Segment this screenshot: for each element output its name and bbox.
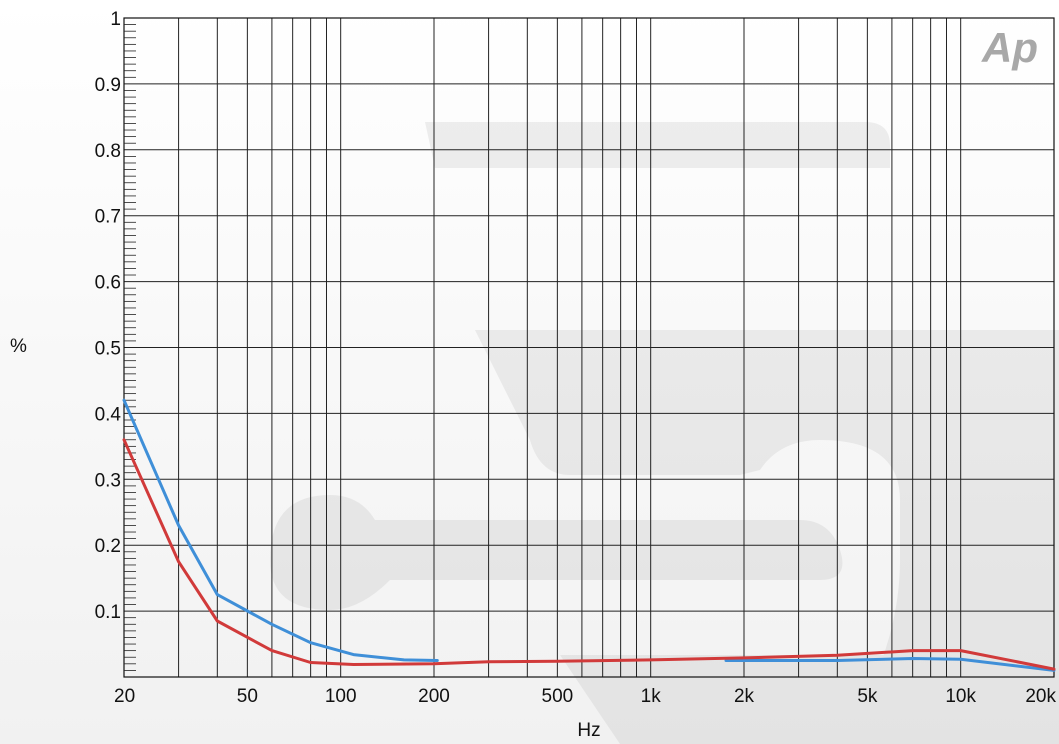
y-minor-ticks	[124, 24, 136, 671]
x-tick-label: 20	[114, 686, 135, 707]
y-tick-label: 0.1	[95, 602, 121, 623]
y-tick-label: 0.9	[95, 75, 121, 96]
series-line-2	[122, 438, 1056, 671]
y-tick-label: 1	[110, 9, 121, 30]
y-tick-label: 0.2	[95, 536, 121, 557]
x-tick-label: 5k	[857, 686, 878, 707]
series-line-1	[724, 657, 1056, 672]
x-tick-label: 10k	[945, 686, 976, 707]
x-axis-label: Hz	[577, 720, 600, 741]
x-tick-labels: 20 50 100 200 500 1k 2k 5k 10k 20k	[114, 686, 1056, 707]
x-tick-label: 100	[325, 686, 357, 707]
y-tick-label: 0.7	[95, 207, 121, 228]
x-tick-label: 1k	[641, 686, 662, 707]
plot-frame	[123, 17, 1055, 678]
y-axis-label: %	[10, 336, 27, 357]
y-tick-label: 0.6	[95, 273, 121, 294]
y-tick-label: 0.8	[95, 141, 121, 162]
x-tick-label: 2k	[734, 686, 755, 707]
y-tick-label: 0.4	[95, 404, 122, 425]
series-lines	[122, 398, 1056, 672]
x-tick-label: 500	[542, 686, 574, 707]
y-tick-label: 0.3	[95, 470, 121, 491]
x-tick-label: 50	[237, 686, 258, 707]
y-tick-label: 0.5	[95, 339, 121, 360]
grid-lines	[123, 17, 1055, 678]
y-tick-labels: 0.1 0.2 0.3 0.4 0.5 0.6 0.7 0.8 0.9 1	[95, 9, 122, 623]
ap-logo: Ap	[981, 24, 1038, 71]
x-tick-label: 200	[418, 686, 450, 707]
x-tick-label: 20k	[1025, 686, 1056, 707]
series-line-1	[122, 398, 439, 662]
